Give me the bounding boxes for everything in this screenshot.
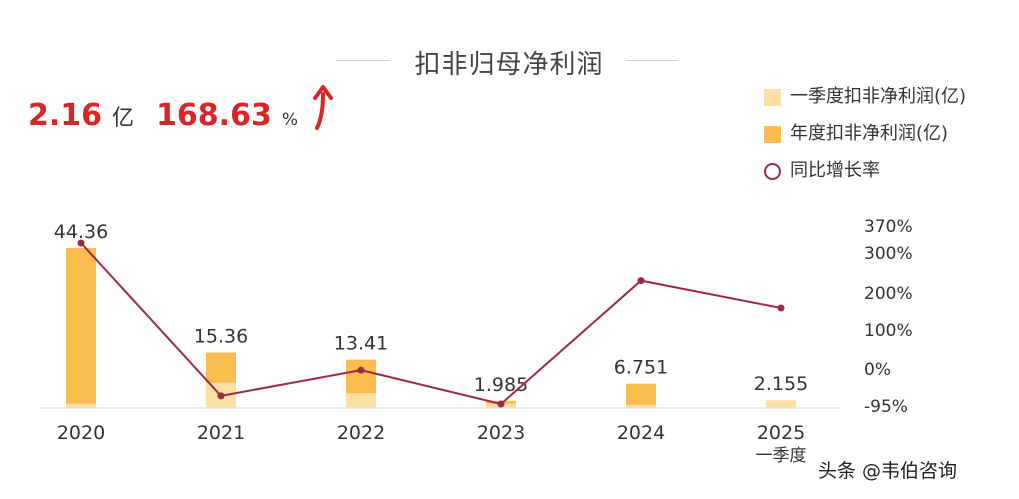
x-tick-label: 2024 bbox=[617, 422, 665, 444]
legend-item-q1: 一季度扣非净利润(亿) bbox=[764, 84, 966, 121]
legend-item-year: 年度扣非净利润(亿) bbox=[764, 121, 966, 158]
kpi-growth-unit: % bbox=[281, 110, 298, 130]
kpi-value: 2.16 bbox=[28, 98, 103, 133]
bar-q1-2022 bbox=[346, 393, 376, 408]
title-line-left bbox=[336, 60, 390, 61]
x-tick-sublabel: 一季度 bbox=[756, 446, 807, 466]
y2-tick-label: 200% bbox=[864, 284, 913, 304]
watermark: 头条 @韦伯咨询 bbox=[818, 460, 958, 482]
legend-label-growth: 同比增长率 bbox=[790, 160, 880, 181]
y2-tick-label: -95% bbox=[864, 397, 908, 417]
data-label: 6.751 bbox=[614, 357, 668, 379]
legend-label-q1: 一季度扣非净利润(亿) bbox=[790, 86, 967, 107]
y2-tick-label: 370% bbox=[864, 217, 913, 237]
bar-q1-2025 bbox=[766, 400, 796, 408]
bar-q1-2024 bbox=[626, 405, 656, 408]
y2-tick-label: 0% bbox=[864, 360, 891, 380]
growth-point bbox=[637, 277, 645, 285]
title-line-right bbox=[626, 60, 678, 61]
chart-legend: 一季度扣非净利润(亿) 年度扣非净利润(亿) 同比增长率 bbox=[764, 84, 966, 195]
data-label: 13.41 bbox=[334, 333, 388, 355]
x-tick-label: 2021 bbox=[197, 422, 245, 444]
kpi-growth: 168.63 bbox=[156, 98, 272, 133]
title-bar: 扣非归母净利润 bbox=[0, 38, 1019, 82]
legend-swatch-growth bbox=[764, 163, 781, 180]
legend-item-growth: 同比增长率 bbox=[764, 158, 966, 195]
legend-swatch-q1 bbox=[764, 89, 781, 106]
x-tick-label: 2022 bbox=[337, 422, 385, 444]
chart-title: 扣非归母净利润 bbox=[414, 50, 604, 80]
kpi-summary: 2.16 亿 168.63% bbox=[28, 98, 298, 138]
growth-point bbox=[357, 366, 365, 374]
growth-point bbox=[777, 304, 785, 312]
up-arrow-icon bbox=[313, 85, 333, 130]
data-label: 15.36 bbox=[194, 326, 248, 348]
bar-year-2024 bbox=[626, 383, 656, 408]
growth-point bbox=[77, 239, 85, 247]
x-tick-label: 2025 bbox=[757, 422, 805, 444]
growth-line bbox=[80, 242, 782, 406]
y2-tick-label: 100% bbox=[864, 321, 913, 341]
x-tick-label: 2020 bbox=[57, 422, 105, 444]
data-label: 1.985 bbox=[474, 374, 528, 396]
growth-point bbox=[497, 400, 505, 408]
bar-year-2020 bbox=[66, 248, 96, 408]
legend-swatch-year bbox=[764, 126, 781, 143]
growth-point bbox=[217, 392, 225, 400]
bar-q1-2020 bbox=[66, 403, 96, 408]
y2-tick-label: 300% bbox=[864, 244, 913, 264]
x-tick-label: 2023 bbox=[477, 422, 525, 444]
kpi-unit: 亿 bbox=[112, 106, 135, 131]
data-label: 2.155 bbox=[754, 373, 808, 395]
data-label: 44.36 bbox=[54, 221, 108, 243]
legend-label-year: 年度扣非净利润(亿) bbox=[790, 123, 949, 144]
